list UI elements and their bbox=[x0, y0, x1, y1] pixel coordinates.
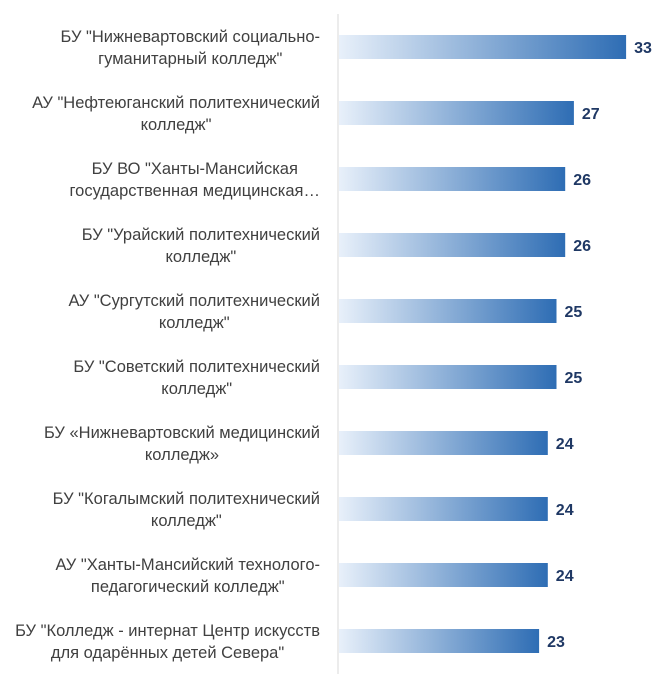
value-label-5: 25 bbox=[565, 370, 583, 387]
bar-2 bbox=[339, 167, 566, 191]
category-label-4-line-1: колледж" bbox=[159, 314, 230, 332]
bar-7 bbox=[339, 497, 548, 521]
category-label-9-line-1: для одарённых детей Севера" bbox=[51, 644, 284, 662]
category-label-3-line-0: БУ "Урайский политехнический bbox=[82, 226, 320, 244]
bar-8 bbox=[339, 563, 548, 587]
bar-0 bbox=[339, 35, 627, 59]
bar-5 bbox=[339, 365, 557, 389]
category-label-8-line-1: педагогический колледж" bbox=[91, 578, 285, 596]
value-label-1: 27 bbox=[582, 106, 600, 123]
value-label-3: 26 bbox=[573, 238, 591, 255]
category-label-6-line-0: БУ «Нижневартовский медицинский bbox=[44, 424, 320, 442]
bar-6 bbox=[339, 431, 548, 455]
value-label-8: 24 bbox=[556, 568, 574, 585]
category-label-7-line-0: БУ "Когалымский политехнический bbox=[53, 490, 320, 508]
category-label-2-line-0: БУ ВО "Ханты-Мансийская bbox=[92, 160, 298, 178]
bar-4 bbox=[339, 299, 557, 323]
category-label-3-line-1: колледж" bbox=[165, 248, 236, 266]
category-label-6-line-1: колледж» bbox=[145, 446, 219, 464]
value-label-6: 24 bbox=[556, 436, 574, 453]
category-label-1-line-0: АУ "Нефтеюганский политехнический bbox=[32, 94, 320, 112]
category-label-2-line-1: государственная медицинская… bbox=[70, 182, 320, 200]
category-label-0-line-1: гуманитарный колледж" bbox=[98, 50, 282, 68]
category-label-9-line-0: БУ "Колледж - интернат Центр искусств bbox=[15, 622, 320, 640]
value-label-4: 25 bbox=[565, 304, 583, 321]
category-label-8-line-0: АУ "Ханты-Мансийский технолого- bbox=[56, 556, 320, 574]
value-label-2: 26 bbox=[573, 172, 591, 189]
bar-1 bbox=[339, 101, 574, 125]
category-label-1-line-1: колледж" bbox=[141, 116, 212, 134]
category-label-5-line-0: БУ "Советский политехнический bbox=[73, 358, 320, 376]
category-label-7-line-1: колледж" bbox=[151, 512, 222, 530]
category-label-0-line-0: БУ "Нижневартовский социально- bbox=[61, 28, 320, 46]
value-label-9: 23 bbox=[547, 634, 565, 651]
category-label-5-line-1: колледж" bbox=[161, 380, 232, 398]
bar-3 bbox=[339, 233, 566, 257]
value-label-0: 33 bbox=[634, 40, 652, 57]
category-label-4-line-0: АУ "Сургутский политехнический bbox=[68, 292, 320, 310]
value-label-7: 24 bbox=[556, 502, 574, 519]
bar-9 bbox=[339, 629, 540, 653]
